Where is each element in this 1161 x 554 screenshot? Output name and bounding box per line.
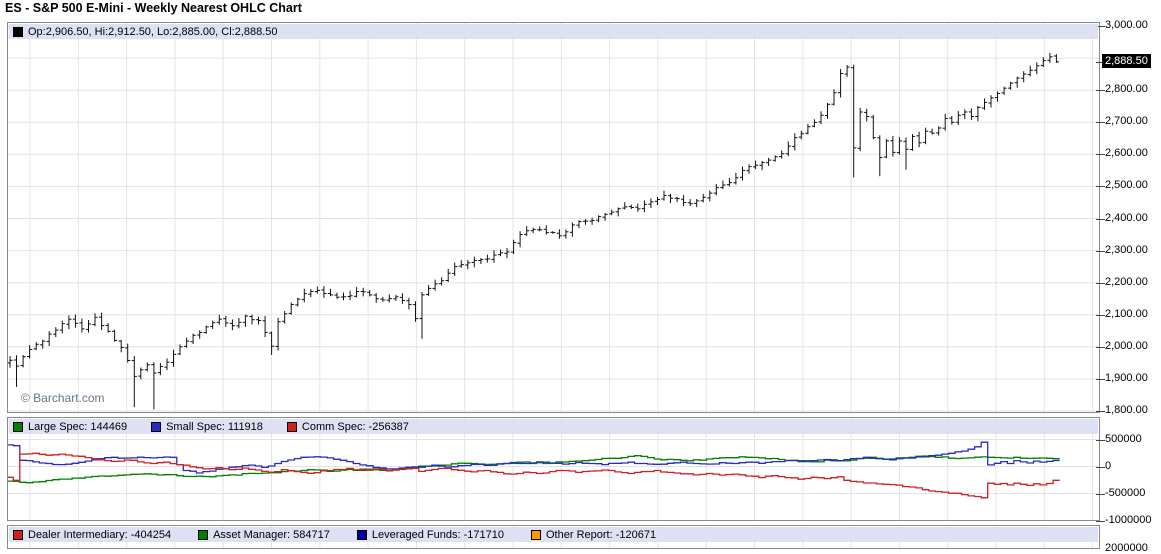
current-price-tag: 2,888.50: [1102, 54, 1151, 68]
green-swatch-icon: [198, 529, 209, 540]
cot-legend-item: Comm Spec: -256387: [286, 420, 409, 433]
axis-tick: [1096, 154, 1105, 155]
orange-swatch-icon: [531, 529, 541, 540]
cot-axis-label: 0: [1105, 460, 1112, 472]
axis-tick: [1096, 521, 1105, 522]
axis-tick: [1096, 122, 1105, 123]
ohlc-swatch-icon: [13, 26, 23, 37]
cot-legend-bar: Large Spec: 144469 Small Spec: 111918 Comm…: [9, 419, 1098, 434]
cot-legend-text: Small Spec: 111918: [166, 420, 263, 433]
axis-tick: [1096, 251, 1105, 252]
price-axis-label: 2,600.00: [1105, 147, 1148, 159]
price-axis-label: 2,100.00: [1105, 308, 1148, 320]
axis-tick: [1096, 26, 1105, 27]
axis-tick: [1096, 411, 1105, 412]
price-axis-label: 2,400.00: [1105, 212, 1148, 224]
axis-tick: [1096, 283, 1105, 284]
price-axis-label: 3,000.00: [1105, 19, 1148, 31]
price-legend-bar: Op:2,906.50, Hi:2,912.50, Lo:2,885.00, C…: [9, 24, 1098, 39]
price-legend-text: Op:2,906.50, Hi:2,912.50, Lo:2,885.00, C…: [28, 25, 278, 38]
cot-panel: Large Spec: 144469 Small Spec: 111918 Comm…: [7, 417, 1100, 521]
price-axis-label: 2,500.00: [1105, 179, 1148, 191]
price-axis-label: 2,200.00: [1105, 276, 1148, 288]
price-chart-canvas: © Barchart.com: [8, 23, 1099, 412]
axis-tick: [1096, 347, 1105, 348]
cot-legend-item: Small Spec: 111918: [151, 421, 263, 433]
disagg-legend-item: Dealer Intermediary: -404254: [13, 529, 171, 541]
price-axis-label: 2,700.00: [1105, 115, 1148, 127]
cot-legend-text: Comm Spec: -256387: [301, 420, 409, 433]
axis-tick: [1096, 494, 1105, 495]
axis-tick: [1096, 186, 1105, 187]
price-axis-label: 2,000.00: [1105, 340, 1148, 352]
disagg-legend-item: Other Report: -120671: [531, 529, 656, 541]
price-panel: © Barchart.com Op:2,906.50, Hi:2,912.50,…: [7, 22, 1100, 413]
green-swatch-icon: [13, 421, 23, 432]
red-swatch-icon: [13, 529, 23, 540]
disagg-legend-text: Asset Manager: 584717: [213, 528, 330, 541]
disagg-legend-item: Leveraged Funds: -171710: [356, 528, 504, 541]
axis-tick: [1096, 62, 1105, 63]
disagg-legend-item: Asset Manager: 584717: [198, 529, 330, 541]
price-axis-label: 1,800.00: [1105, 404, 1148, 416]
axis-tick: [1096, 219, 1105, 220]
page-title: ES - S&P 500 E-Mini - Weekly Nearest OHL…: [5, 1, 302, 15]
price-axis-label: 2,300.00: [1105, 244, 1148, 256]
cot-axis-label: 500000: [1105, 433, 1142, 445]
navy-swatch-icon: [356, 529, 367, 540]
price-axis-label: 1,900.00: [1105, 372, 1148, 384]
disagg-legend-text: Leveraged Funds: -171710: [371, 528, 504, 541]
cot-chart-canvas: [8, 418, 1099, 520]
disagg-legend-text: Other Report: -120671: [546, 528, 657, 541]
blue-swatch-icon: [151, 421, 162, 432]
disagg-partial-axis-label: 2000000: [1105, 542, 1148, 554]
red-swatch-icon: [286, 421, 297, 432]
svg-text:© Barchart.com: © Barchart.com: [21, 391, 105, 405]
axis-tick: [1096, 90, 1105, 91]
axis-tick: [1096, 379, 1105, 380]
disagg-legend-text: Dealer Intermediary: -404254: [28, 528, 172, 541]
axis-tick: [1096, 315, 1105, 316]
cot-legend-text: Large Spec: 144469: [28, 420, 128, 433]
axis-tick: [1096, 467, 1105, 468]
cot-legend-item: Large Spec: 144469: [13, 421, 127, 433]
disagg-panel: Dealer Intermediary: -404254 Asset Manage…: [7, 525, 1100, 549]
disagg-legend-bar: Dealer Intermediary: -404254 Asset Manage…: [9, 527, 1098, 542]
cot-axis-label: -500000: [1105, 487, 1146, 499]
price-axis-label: 2,800.00: [1105, 83, 1148, 95]
cot-axis-label: -1000000: [1105, 514, 1152, 526]
axis-tick: [1096, 440, 1105, 441]
